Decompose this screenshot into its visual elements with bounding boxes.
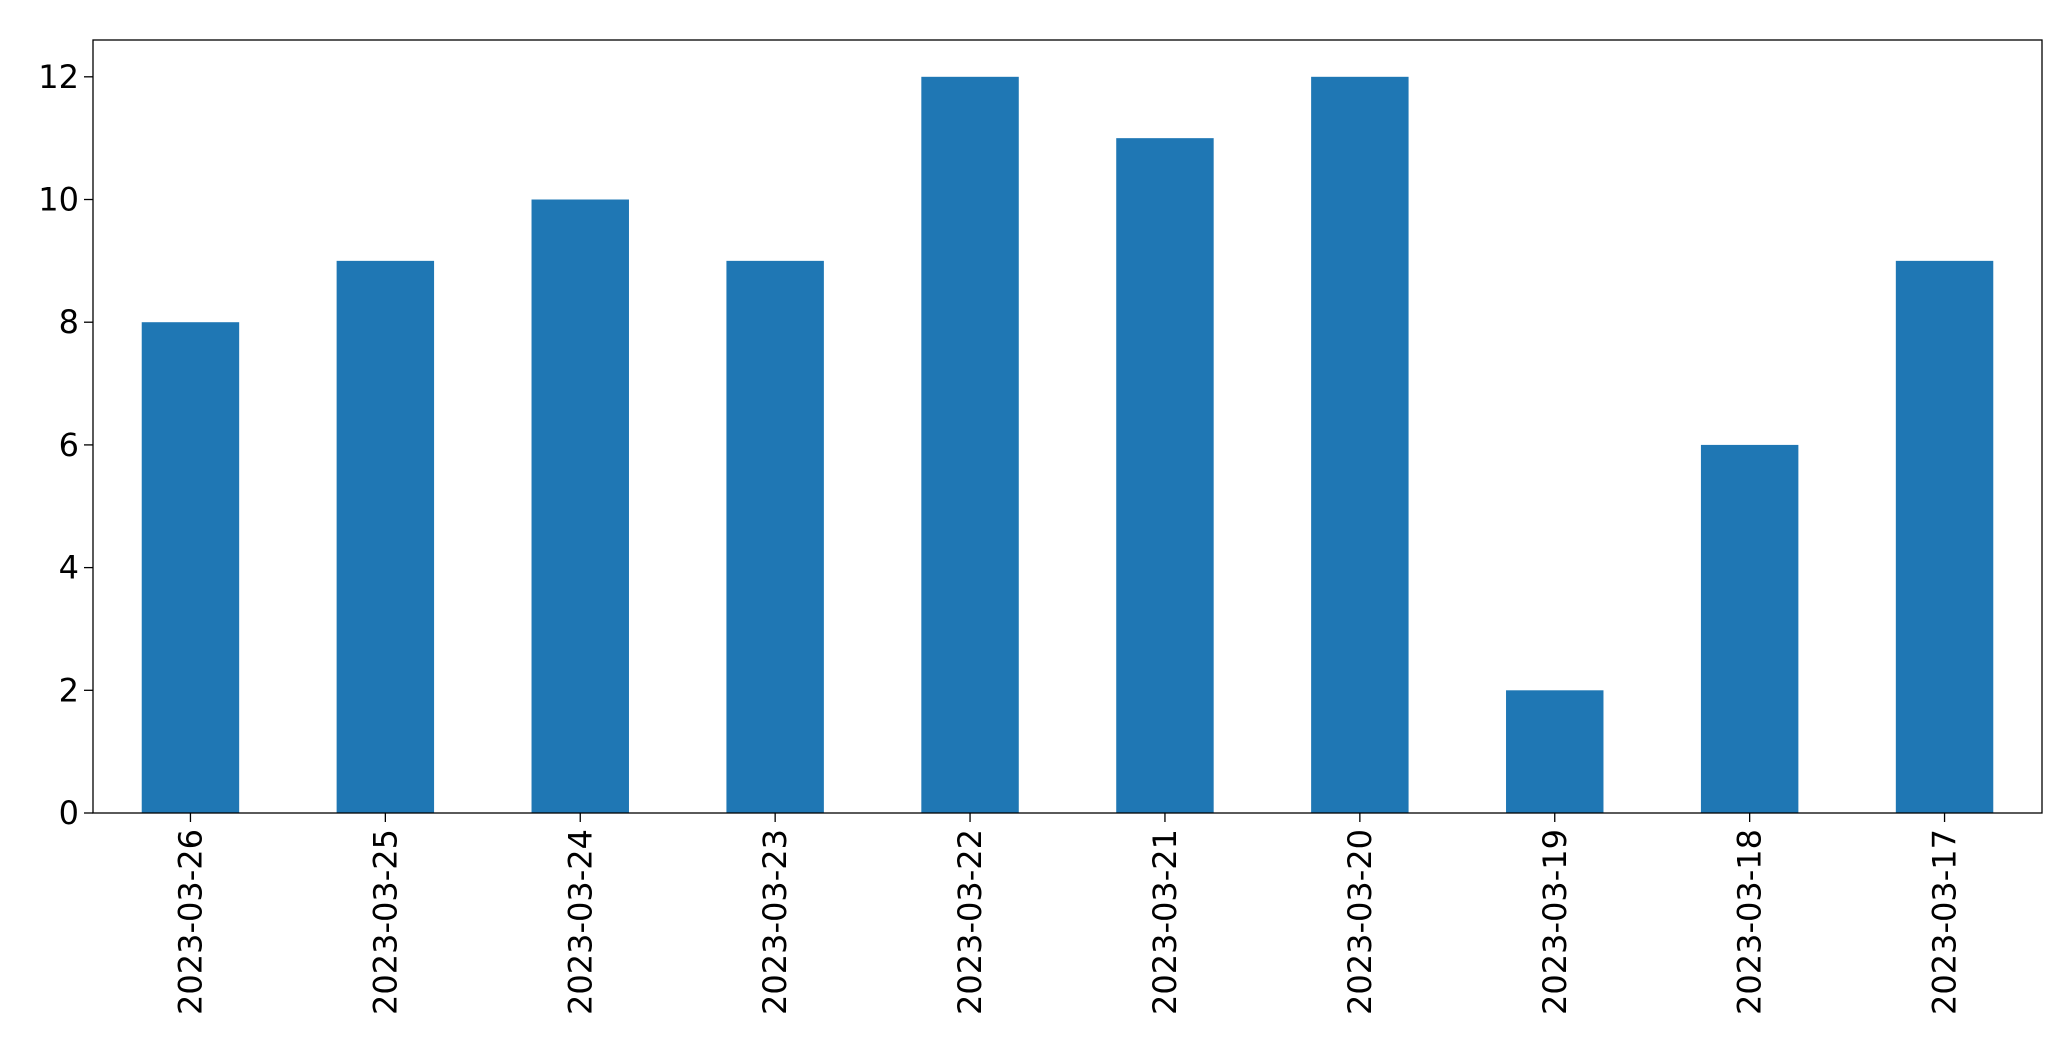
y-tick-label: 10	[38, 181, 79, 219]
y-tick-label: 6	[59, 426, 79, 464]
bar	[1506, 690, 1604, 813]
bar	[1700, 444, 1799, 813]
y-tick-label: 0	[59, 794, 79, 832]
bar	[336, 260, 435, 813]
x-tick-label: 2023-03-24	[561, 829, 599, 1015]
y-tick-label: 12	[38, 58, 79, 96]
x-tick-label: 2023-03-21	[1146, 829, 1184, 1015]
y-tick-label: 2	[59, 671, 79, 709]
bar	[1311, 76, 1409, 814]
x-tick-label: 2023-03-18	[1731, 829, 1769, 1015]
bar	[921, 76, 1019, 814]
bar	[1116, 138, 1214, 813]
plot-frame	[92, 39, 2043, 814]
x-tick-label: 2023-03-20	[1341, 829, 1379, 1015]
bar	[141, 322, 240, 813]
x-tick-label: 2023-03-19	[1536, 829, 1574, 1015]
x-tick-label: 2023-03-26	[171, 829, 209, 1015]
x-tick-label: 2023-03-23	[756, 829, 794, 1015]
x-tick-label: 2023-03-17	[1926, 829, 1964, 1015]
bar	[1895, 260, 1994, 813]
x-tick-label: 2023-03-25	[366, 829, 404, 1015]
y-tick-label: 8	[59, 303, 79, 341]
x-tick-label: 2023-03-22	[951, 829, 989, 1015]
y-tick-label: 4	[59, 549, 79, 587]
bar	[726, 260, 824, 813]
bar	[531, 199, 629, 813]
